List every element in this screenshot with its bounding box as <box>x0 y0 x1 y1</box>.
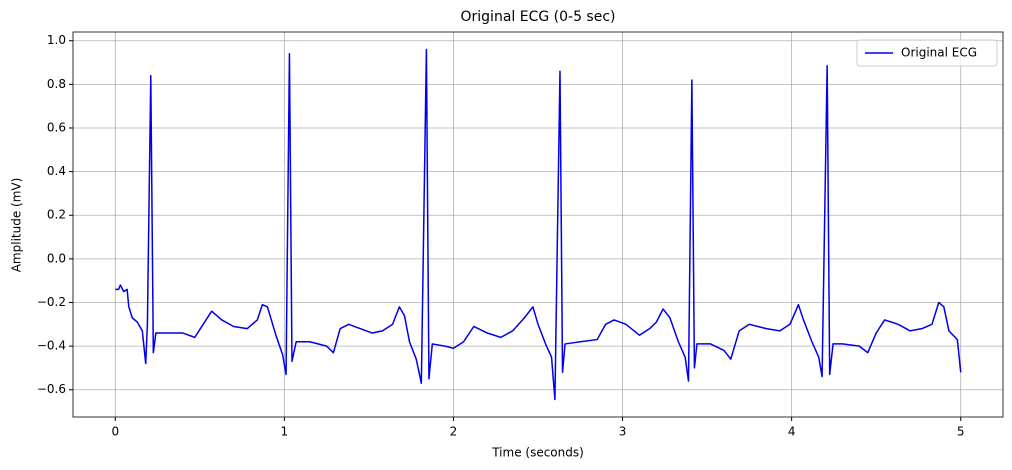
y-tick-label: −0.2 <box>37 295 66 309</box>
legend-label: Original ECG <box>901 46 977 60</box>
y-tick-label: 0.8 <box>47 77 66 91</box>
y-tick-label: 0.0 <box>47 251 66 265</box>
data-line <box>115 48 962 401</box>
x-axis-label: Time (seconds) <box>491 446 584 460</box>
x-tick-label: 0 <box>111 425 119 439</box>
y-axis-label: Amplitude (mV) <box>10 178 24 273</box>
y-tick-label: −0.6 <box>37 382 66 396</box>
y-tick-label: 0.4 <box>47 164 66 178</box>
y-tick-label: 0.6 <box>47 120 66 134</box>
y-tick-label: 1.0 <box>47 33 66 47</box>
x-tick-label: 5 <box>957 425 965 439</box>
legend-box <box>856 39 998 67</box>
chart-title: Original ECG (0-5 sec) <box>461 9 616 25</box>
x-tick-label: 2 <box>450 425 458 439</box>
x-tick-label: 1 <box>281 425 289 439</box>
plot-frame <box>72 31 1004 418</box>
x-tick-label: 4 <box>788 425 796 439</box>
y-tick-label: 0.2 <box>47 208 66 222</box>
y-tick-label: −0.4 <box>37 339 66 353</box>
legend: Original ECG <box>856 39 998 67</box>
x-tick-label: 3 <box>619 425 627 439</box>
